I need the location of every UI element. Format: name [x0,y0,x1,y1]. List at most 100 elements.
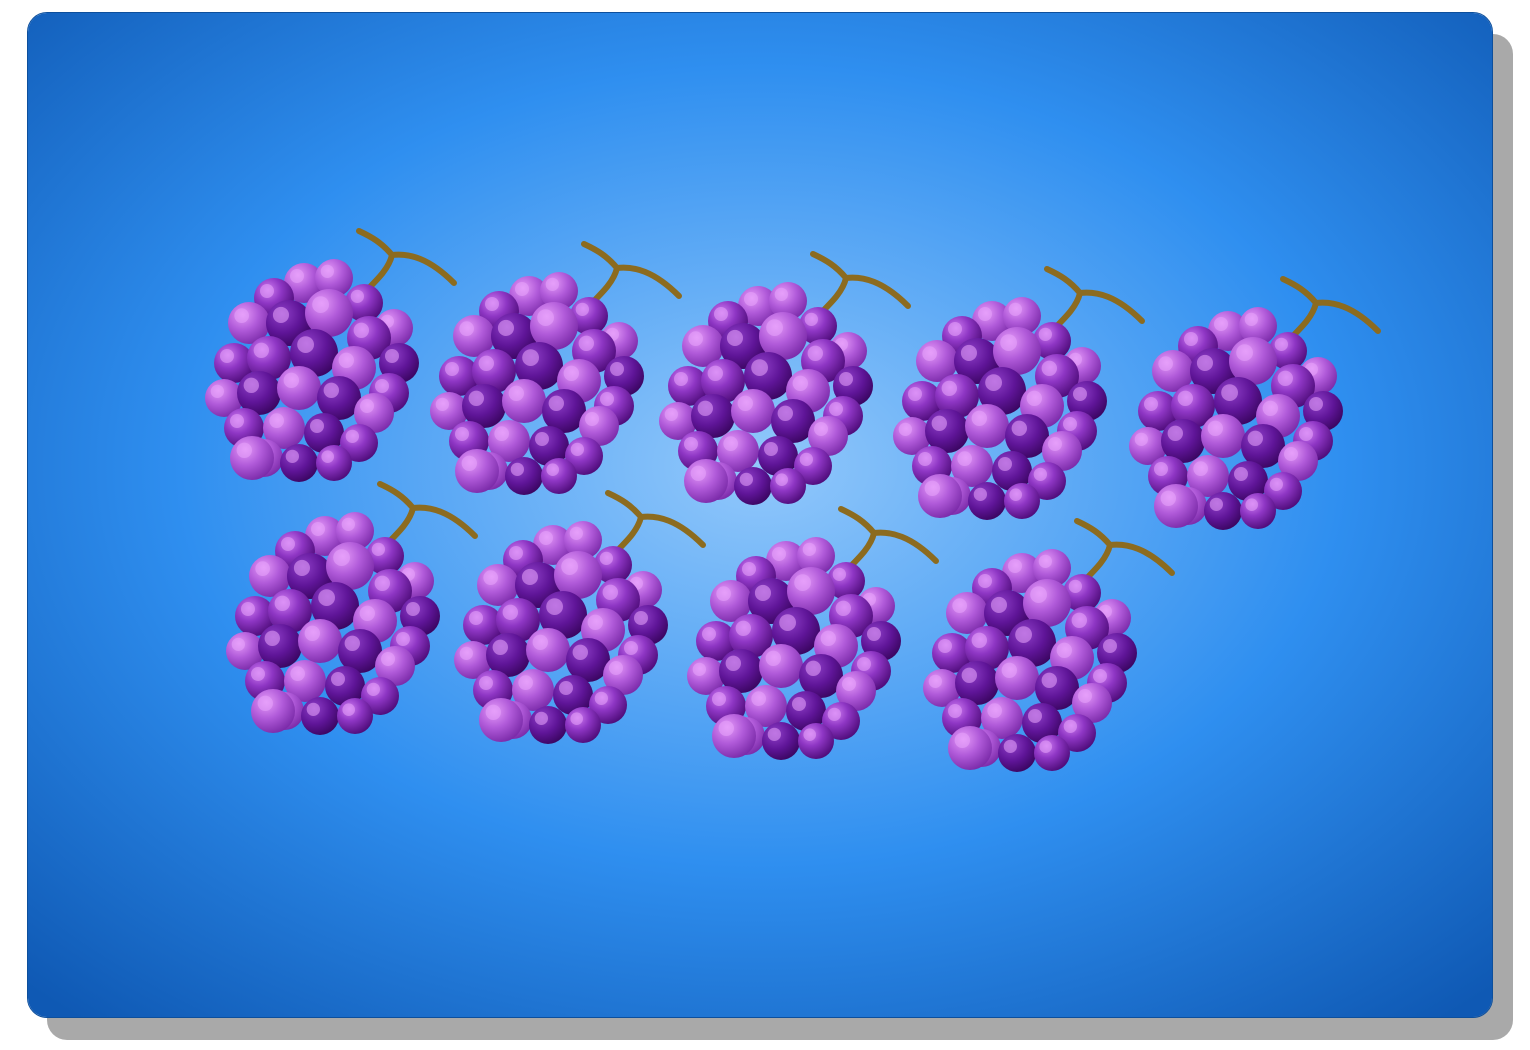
berry-highlight [1277,370,1293,386]
grape-berry [479,698,523,742]
berry-highlight [664,407,678,421]
berry-highlight [353,322,369,338]
grape-berry [541,458,577,494]
grape-berry [301,697,339,735]
berry-highlight [272,306,289,323]
berry-highlight [777,405,793,421]
berry-highlight [546,598,563,615]
berry-highlight [716,586,731,601]
grape-bunch-icon [1129,276,1381,530]
grape-stem [1280,276,1381,344]
berry-highlight [1048,437,1062,451]
berry-highlight [469,611,483,625]
berry-highlight [210,384,224,398]
grape-stem [1074,518,1175,586]
grape-berry [712,714,756,758]
berry-highlight [231,637,245,651]
berry-highlight [341,517,355,531]
berry-highlight [600,392,614,406]
berry-highlight [521,568,538,585]
berry-highlight [220,349,234,363]
berry-highlight [1234,467,1248,481]
berry-highlight [827,707,841,721]
berry-highlight [342,703,355,716]
grape-berry [455,449,499,493]
berry-highlight [924,480,940,496]
berry-highlight [1154,462,1168,476]
grape-stem [838,506,939,574]
berry-highlight [406,602,420,616]
berry-highlight [957,451,972,466]
berry-highlight [792,375,808,391]
grape-berry [502,379,546,423]
berry-highlight [1144,397,1158,411]
berry-highlight [1269,477,1283,491]
berry-highlight [1236,344,1253,361]
berry-highlight [502,604,518,620]
berry-highlight [243,377,259,393]
grape-stem [605,490,706,558]
berry-highlight [570,442,584,456]
berry-highlight [534,711,548,725]
grape-berry [798,723,834,759]
berry-highlight [971,410,987,426]
berry-highlight [814,422,828,436]
berry-highlight [961,667,977,683]
grape-berry [918,474,962,518]
berry-highlight [1207,420,1223,436]
berry-highlight [561,558,578,575]
berry-highlight [285,449,299,463]
berry-highlight [990,596,1007,613]
berry-highlight [674,372,688,386]
berry-highlight [1026,390,1042,406]
berry-highlight [1041,672,1057,688]
grape-bunch-icon [454,490,706,744]
berry-highlight [375,379,389,393]
berry-highlight [1056,642,1072,658]
grape-stem [377,481,478,549]
grape-berry [505,457,543,495]
berry-highlight [602,584,618,600]
berry-highlight [509,546,523,560]
berry-highlight [274,595,290,611]
grape-berry [1154,484,1198,528]
berry-highlight [1001,662,1017,678]
berry-highlight [634,611,648,625]
berry-highlight [312,296,329,313]
berry-highlight [764,442,778,456]
berry-highlight [1039,740,1052,753]
berry-highlight [735,620,751,636]
berry-highlight [908,387,922,401]
berry-highlight [338,352,354,368]
berry-highlight [707,365,723,381]
berry-highlight [918,452,932,466]
berry-highlight [455,427,469,441]
berry-highlight [1008,302,1022,316]
berry-highlight [742,562,756,576]
grape-berry [1034,735,1070,771]
berry-highlight [311,522,325,536]
berry-highlight [712,692,726,706]
berry-highlight [293,559,310,576]
berry-highlight [518,675,533,690]
berry-highlight [563,365,579,381]
grape-berry [770,468,806,504]
berry-highlight [360,399,374,413]
berry-highlight [435,397,449,411]
berry-highlight [281,537,295,551]
berry-highlight [1028,709,1042,723]
berry-highlight [839,372,853,386]
berry-highlight [1221,384,1238,401]
berry-highlight [510,462,524,476]
berry-highlight [494,426,509,441]
grape-berry [251,689,295,733]
berry-highlight [767,727,781,741]
berry-highlight [310,419,324,433]
berry-highlight [973,487,987,501]
berry-highlight [829,402,843,416]
grape-berry [948,726,992,770]
berry-highlight [508,385,524,401]
berry-highlight [987,703,1002,718]
berry-highlight [1134,432,1148,446]
berry-highlight [807,345,823,361]
